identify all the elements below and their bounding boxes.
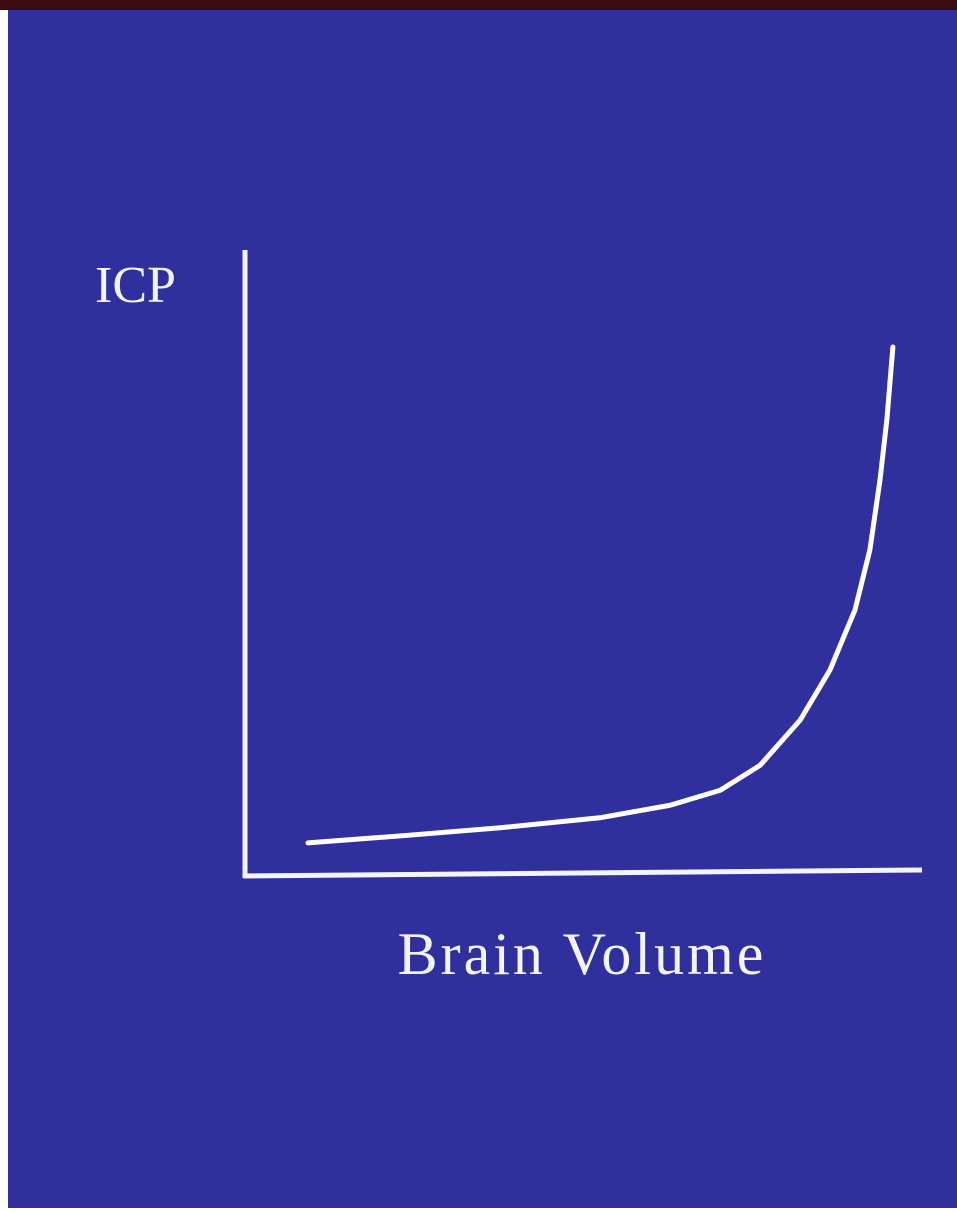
curve [305,344,896,846]
y-axis-label: ICP [95,257,176,314]
slide-background [8,10,957,1208]
top-strip [0,0,957,10]
x-axis [242,867,923,879]
x-axis-label: Brain Volume [398,921,767,987]
